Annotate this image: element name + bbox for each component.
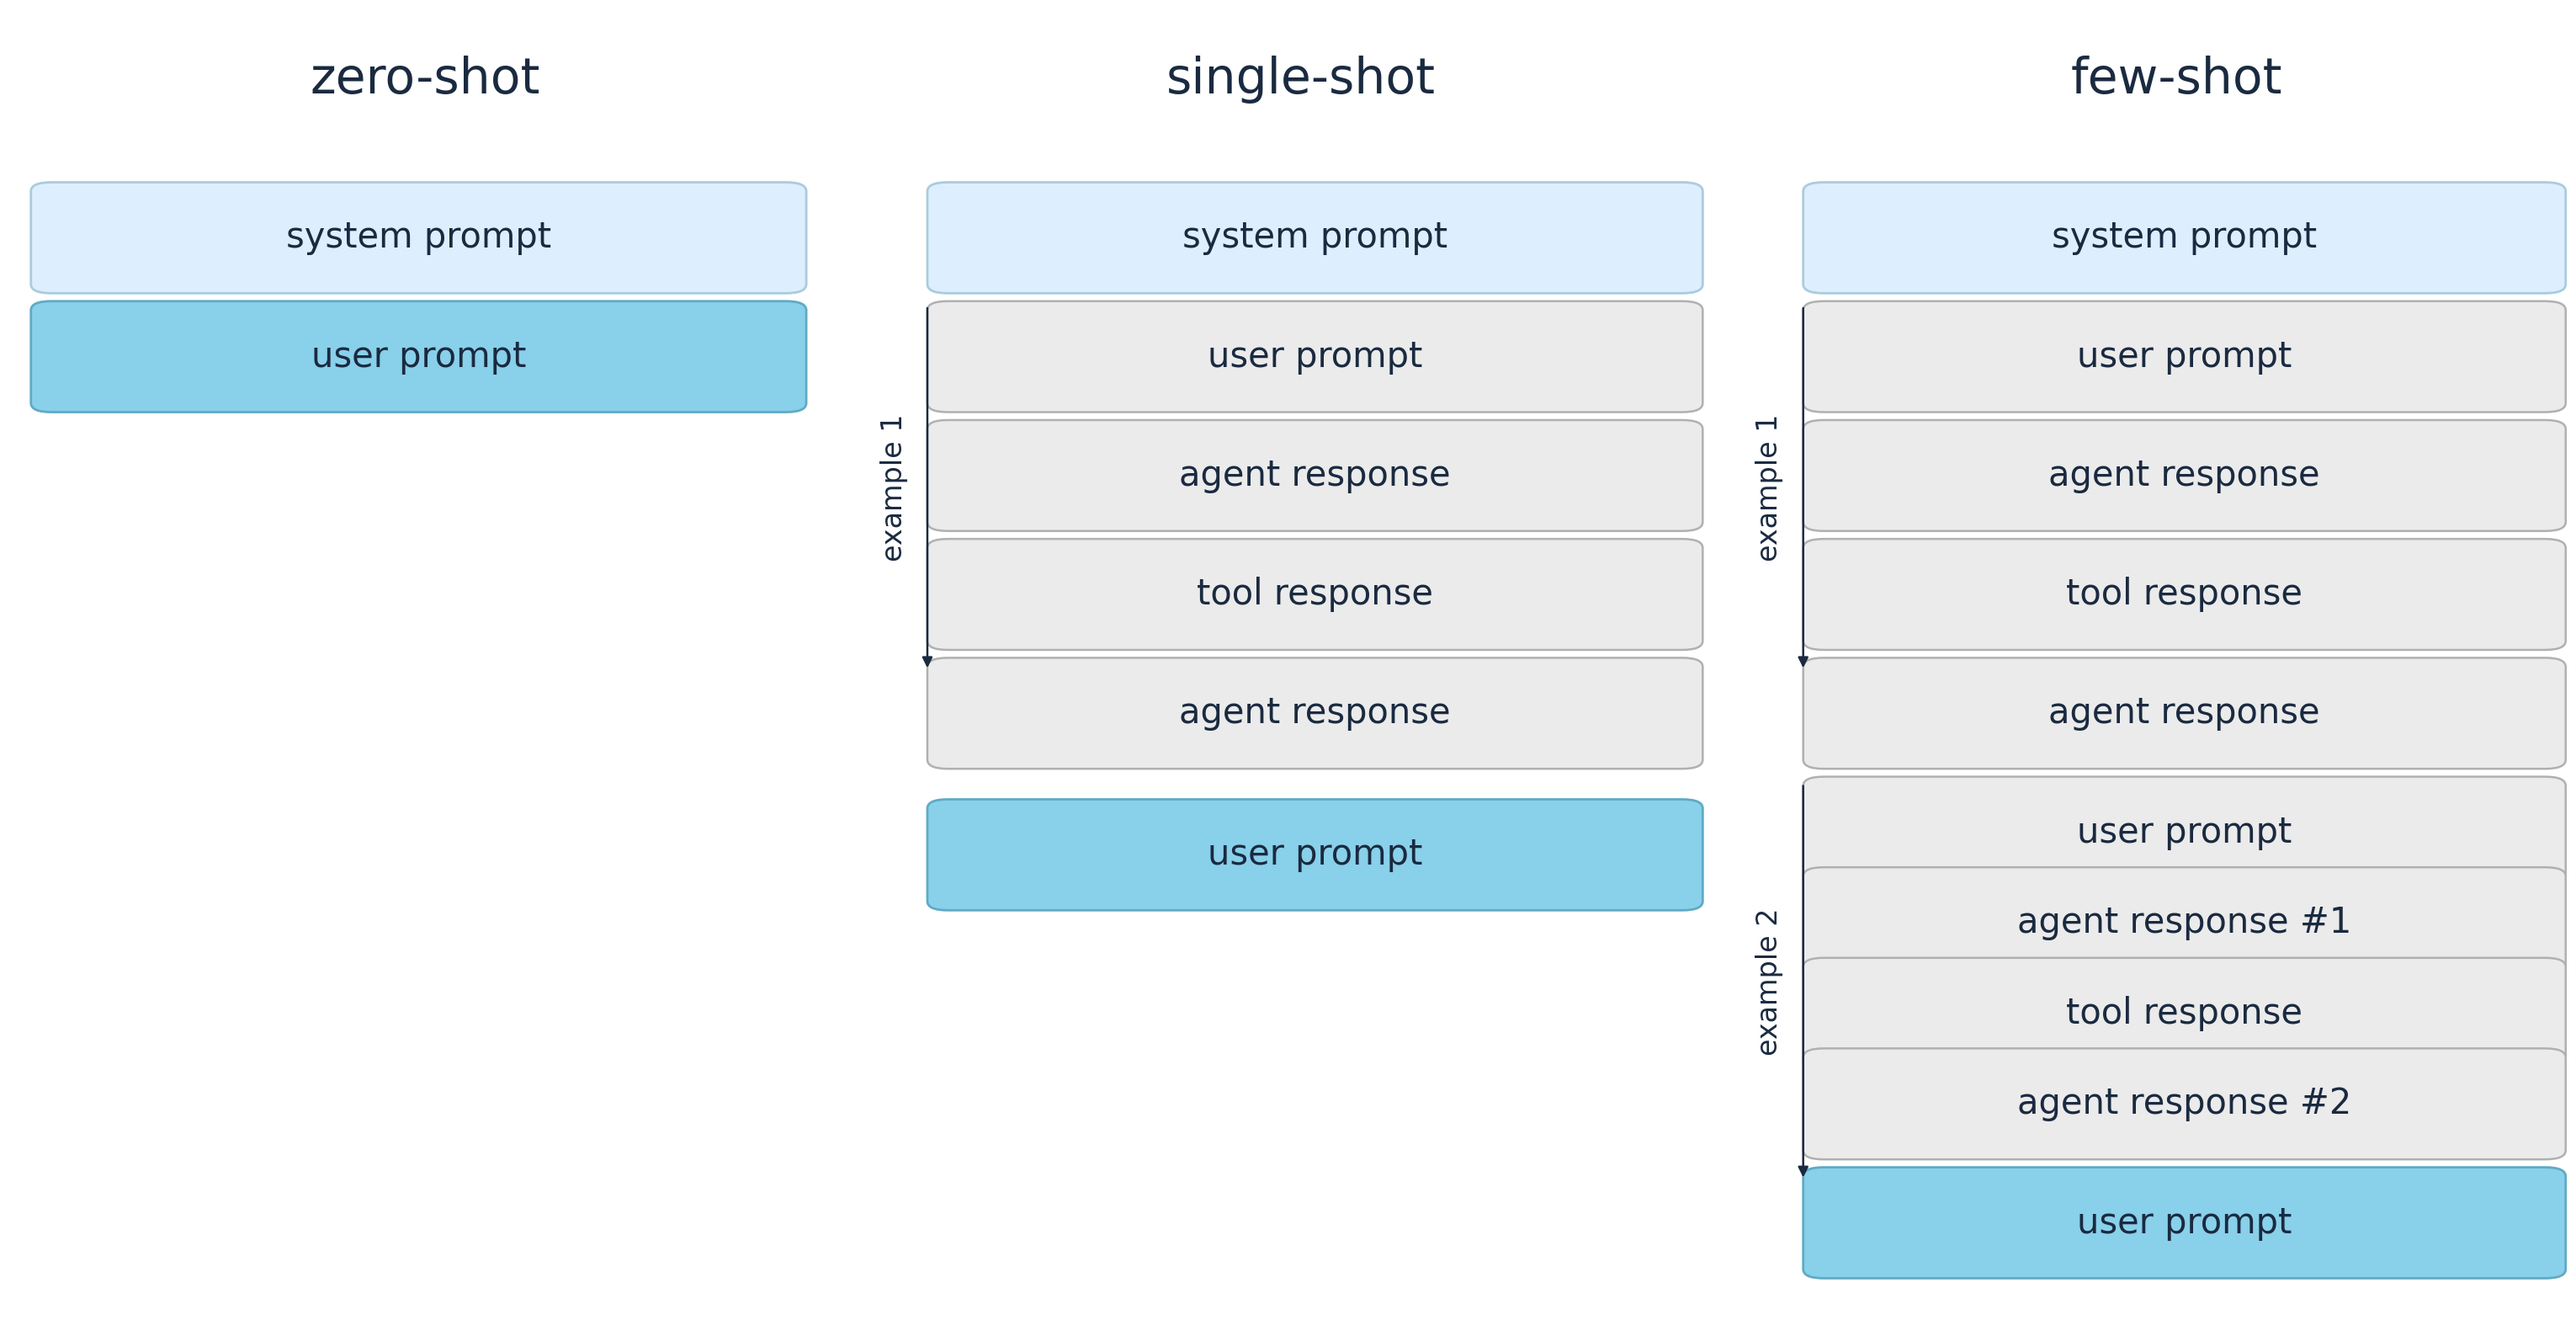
FancyBboxPatch shape bbox=[1803, 958, 2566, 1069]
FancyBboxPatch shape bbox=[927, 182, 1703, 293]
Text: user prompt: user prompt bbox=[1208, 339, 1422, 374]
FancyBboxPatch shape bbox=[1803, 182, 2566, 293]
FancyBboxPatch shape bbox=[1803, 1168, 2566, 1279]
Text: single-shot: single-shot bbox=[1167, 55, 1435, 103]
Text: agent response: agent response bbox=[1180, 458, 1450, 493]
Text: user prompt: user prompt bbox=[1208, 838, 1422, 872]
Text: user prompt: user prompt bbox=[2076, 1205, 2293, 1240]
Text: few-shot: few-shot bbox=[2071, 55, 2282, 103]
FancyBboxPatch shape bbox=[1803, 538, 2566, 649]
Text: example 1: example 1 bbox=[1757, 414, 1783, 562]
Text: system prompt: system prompt bbox=[2053, 220, 2316, 255]
FancyBboxPatch shape bbox=[927, 657, 1703, 768]
Text: tool response: tool response bbox=[2066, 577, 2303, 612]
Text: user prompt: user prompt bbox=[2076, 339, 2293, 374]
Text: system prompt: system prompt bbox=[1182, 220, 1448, 255]
Text: agent response: agent response bbox=[2048, 458, 2321, 493]
FancyBboxPatch shape bbox=[1803, 1049, 2566, 1160]
Text: tool response: tool response bbox=[2066, 995, 2303, 1031]
Text: user prompt: user prompt bbox=[312, 339, 526, 374]
FancyBboxPatch shape bbox=[31, 301, 806, 411]
Text: system prompt: system prompt bbox=[286, 220, 551, 255]
FancyBboxPatch shape bbox=[927, 799, 1703, 910]
FancyBboxPatch shape bbox=[31, 182, 806, 293]
Text: tool response: tool response bbox=[1198, 577, 1432, 612]
FancyBboxPatch shape bbox=[1803, 867, 2566, 978]
Text: example 2: example 2 bbox=[1757, 907, 1783, 1055]
FancyBboxPatch shape bbox=[1803, 657, 2566, 768]
Text: user prompt: user prompt bbox=[2076, 815, 2293, 850]
Text: agent response: agent response bbox=[2048, 696, 2321, 731]
FancyBboxPatch shape bbox=[1803, 301, 2566, 411]
Text: agent response: agent response bbox=[1180, 696, 1450, 731]
Text: zero-shot: zero-shot bbox=[309, 55, 541, 103]
Text: agent response #1: agent response #1 bbox=[2017, 904, 2352, 941]
FancyBboxPatch shape bbox=[1803, 420, 2566, 530]
FancyBboxPatch shape bbox=[1803, 776, 2566, 887]
FancyBboxPatch shape bbox=[927, 538, 1703, 649]
FancyBboxPatch shape bbox=[927, 301, 1703, 411]
FancyBboxPatch shape bbox=[927, 420, 1703, 530]
Text: agent response #2: agent response #2 bbox=[2017, 1086, 2352, 1122]
Text: example 1: example 1 bbox=[881, 414, 907, 562]
